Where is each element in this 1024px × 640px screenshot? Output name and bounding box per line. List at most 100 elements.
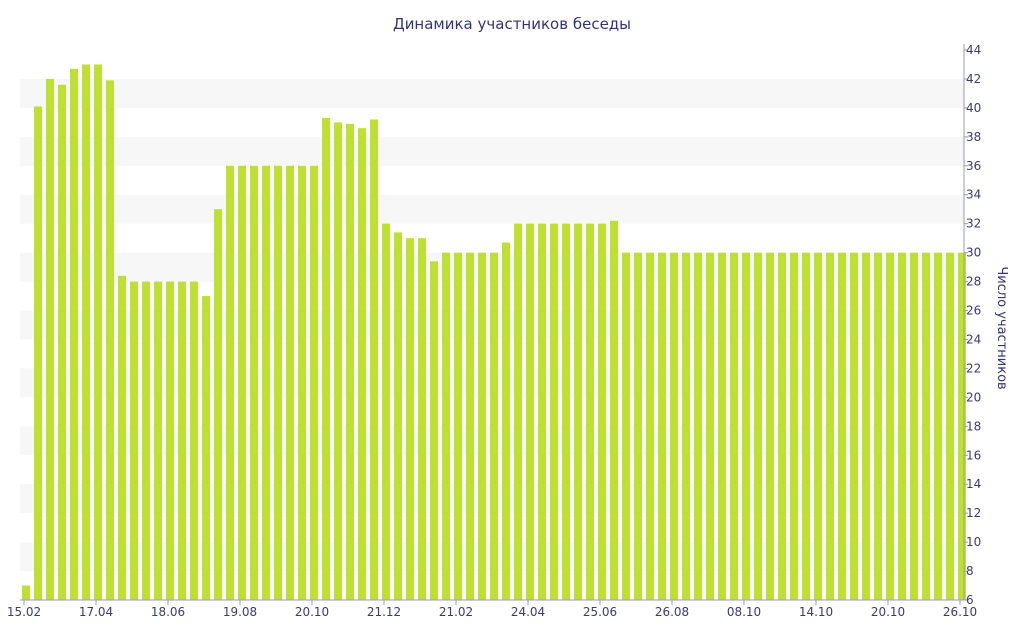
bar — [670, 252, 678, 600]
bar — [514, 223, 522, 600]
bar — [814, 252, 822, 600]
y-tick-label: 34 — [966, 188, 981, 202]
bar — [946, 252, 954, 600]
y-tick-label: 44 — [966, 43, 981, 57]
bar — [358, 128, 366, 600]
y-axis-label: Число участников — [994, 266, 1009, 389]
bar — [298, 165, 306, 600]
bar — [646, 252, 654, 600]
x-axis-ticks: 15.02 17.04 18.06 19.08 20.10 21.12 21.02 24.04… — [7, 600, 977, 619]
bar — [922, 252, 930, 600]
y-tick-label: 10 — [966, 535, 981, 549]
bar — [94, 64, 102, 600]
bar — [178, 281, 186, 600]
bar — [934, 252, 942, 600]
bar — [418, 238, 426, 600]
x-tick-label: 25.06 — [583, 605, 617, 619]
bar — [622, 252, 630, 600]
bar — [22, 585, 30, 600]
y-tick-label: 24 — [966, 332, 981, 346]
bar — [274, 165, 282, 600]
bar — [790, 252, 798, 600]
bar — [742, 252, 750, 600]
bar — [394, 232, 402, 601]
bar — [586, 223, 594, 600]
grid-band — [20, 194, 964, 224]
bar — [490, 252, 498, 600]
bar — [958, 252, 966, 600]
x-tick-label: 08.10 — [727, 605, 761, 619]
y-tick-label: 6 — [966, 593, 974, 607]
bar — [406, 238, 414, 600]
bar — [238, 165, 246, 600]
bar — [862, 252, 870, 600]
y-tick-label: 40 — [966, 101, 981, 115]
x-tick-label: 24.04 — [511, 605, 545, 619]
y-tick-label: 28 — [966, 275, 981, 289]
y-tick-label: 22 — [966, 361, 981, 375]
bar — [34, 106, 42, 601]
bar — [598, 223, 606, 600]
bar — [142, 281, 150, 600]
bar — [334, 122, 342, 601]
bar — [130, 281, 138, 600]
bar — [574, 223, 582, 600]
bar — [706, 252, 714, 600]
bar — [166, 281, 174, 600]
y-tick-label: 8 — [966, 564, 974, 578]
x-tick-label: 20.10 — [295, 605, 329, 619]
bar — [658, 252, 666, 600]
bar — [46, 78, 54, 600]
x-tick-label: 14.10 — [799, 605, 833, 619]
bar — [502, 242, 510, 600]
bar — [538, 223, 546, 600]
x-tick-label: 15.02 — [7, 605, 41, 619]
bar — [754, 252, 762, 600]
bar — [634, 252, 642, 600]
y-tick-label: 36 — [966, 159, 981, 173]
bar — [214, 209, 222, 601]
bar-series — [22, 64, 966, 601]
bar — [718, 252, 726, 600]
bar — [442, 252, 450, 600]
bar — [154, 281, 162, 600]
bar — [262, 165, 270, 600]
y-tick-label: 32 — [966, 217, 981, 231]
bar — [118, 275, 126, 600]
x-tick-label: 26.08 — [655, 605, 689, 619]
y-tick-label: 12 — [966, 506, 981, 520]
bar — [346, 123, 354, 600]
x-tick-label: 18.06 — [151, 605, 185, 619]
y-tick-label: 18 — [966, 419, 981, 433]
y-tick-label: 26 — [966, 304, 981, 318]
bar — [286, 165, 294, 600]
x-tick-label: 19.08 — [223, 605, 257, 619]
bar — [610, 220, 618, 600]
bar — [826, 252, 834, 600]
grid-band — [20, 78, 964, 108]
grid-band — [20, 136, 964, 166]
bar — [226, 165, 234, 600]
bar — [82, 64, 90, 600]
bar — [310, 165, 318, 600]
y-tick-label: 42 — [966, 72, 981, 86]
bar — [886, 252, 894, 600]
bar — [250, 165, 258, 600]
y-tick-label: 14 — [966, 477, 981, 491]
bar — [682, 252, 690, 600]
bar — [910, 252, 918, 600]
bar — [58, 84, 66, 601]
bar — [370, 119, 378, 600]
bar — [526, 223, 534, 600]
x-tick-label: 21.12 — [367, 605, 401, 619]
x-tick-label: 21.02 — [439, 605, 473, 619]
bar — [562, 223, 570, 600]
bar — [454, 252, 462, 600]
bar — [898, 252, 906, 600]
y-tick-label: 38 — [966, 130, 981, 144]
bar — [430, 261, 438, 600]
bar — [802, 252, 810, 600]
x-tick-label: 20.10 — [871, 605, 905, 619]
bar — [778, 252, 786, 600]
